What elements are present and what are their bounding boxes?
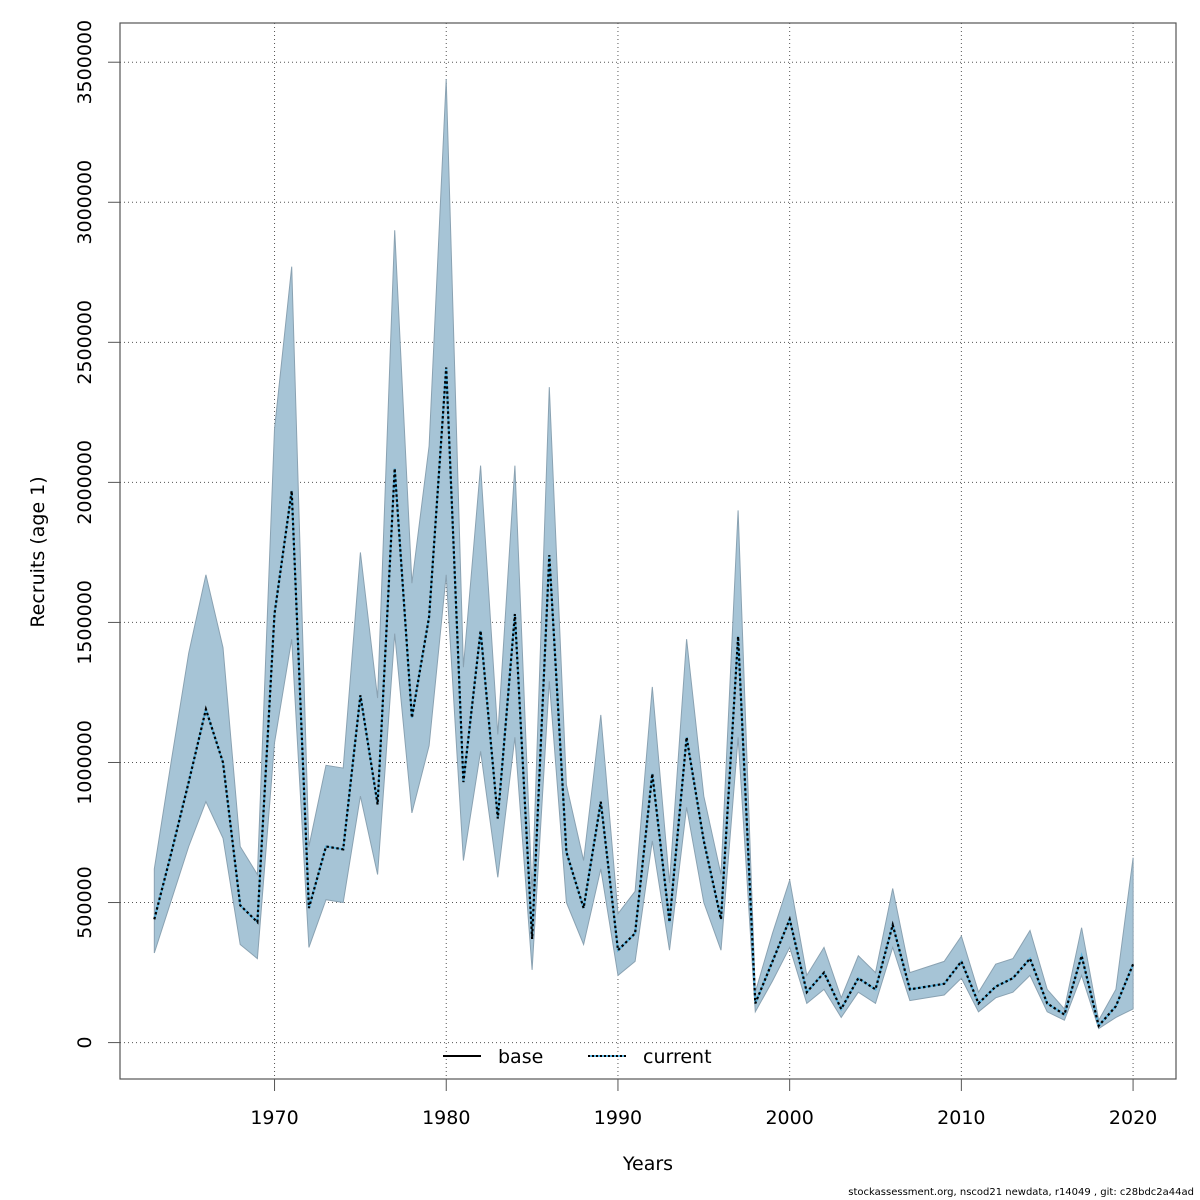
y-tick-label: 500000: [74, 866, 96, 939]
x-tick-label: 1980: [422, 1107, 470, 1129]
x-axis: 1970 1980 1990 2000 2010 2020: [250, 1079, 1157, 1129]
y-tick-label: 0: [74, 1037, 96, 1049]
y-tick-label: 3500000: [74, 20, 96, 105]
legend-base-label: base: [498, 1046, 543, 1068]
y-axis-title: Recruits (age 1): [27, 476, 49, 627]
plot-frame: [119, 22, 1177, 1080]
y-axis: 0 500000 1000000 1500000 2000000 2500000 30000…: [74, 20, 120, 1049]
y-tick-label: 2500000: [74, 300, 96, 385]
current-line-underlay: [153, 367, 1135, 1028]
x-tick-label: 1970: [250, 1107, 298, 1129]
current-series-line: [153, 367, 1135, 1029]
confidence-band: [153, 78, 1134, 1030]
legend-current-label: current: [643, 1046, 712, 1068]
y-tick-label: 2000000: [74, 440, 96, 525]
x-tick-label: 2000: [765, 1107, 813, 1129]
x-tick-label: 2010: [937, 1107, 985, 1129]
x-tick-label: 2020: [1109, 1107, 1157, 1129]
y-tick-label: 1000000: [74, 720, 96, 805]
x-tick-label: 1990: [594, 1107, 642, 1129]
x-axis-title: Years: [622, 1153, 673, 1175]
y-tick-label: 1500000: [74, 580, 96, 665]
y-tick-label: 3000000: [74, 160, 96, 245]
footer-credit: stockassessment.org, nscod21 newdata, r1…: [848, 1187, 1194, 1198]
legend: base current: [443, 1046, 712, 1068]
